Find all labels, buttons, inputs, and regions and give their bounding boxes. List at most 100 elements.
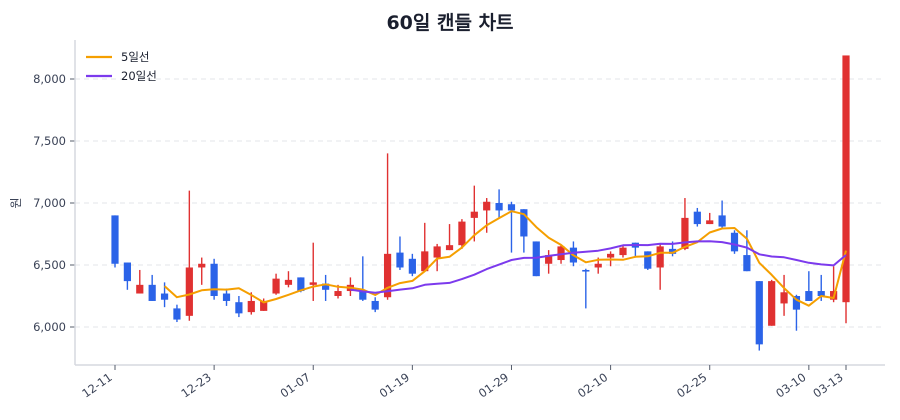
candle-body — [594, 263, 602, 268]
candle-up — [768, 279, 776, 326]
candle-down — [222, 288, 231, 306]
candle-body — [656, 246, 664, 268]
x-tick-label: 03-13 — [810, 370, 845, 401]
candle-down — [396, 236, 404, 270]
candle-down — [160, 282, 169, 308]
candle-up — [383, 153, 392, 300]
candle-body — [160, 293, 169, 300]
candle-body — [148, 284, 156, 301]
candle-body — [111, 215, 119, 264]
candle-down — [495, 189, 503, 218]
candle-body — [792, 296, 801, 310]
candle-up — [433, 243, 441, 272]
candle-up — [198, 257, 206, 285]
candle-body — [185, 267, 193, 316]
legend: 5일선 20일선 — [86, 50, 157, 83]
candle-body — [235, 302, 243, 314]
candle-up — [309, 242, 317, 301]
candle-down — [111, 215, 119, 268]
candle-down — [148, 274, 156, 301]
y-tick-label: 6,500 — [33, 258, 66, 272]
chart-title: 60일 캔들 차트 — [386, 12, 514, 34]
candle-body — [718, 215, 726, 227]
candle-body — [817, 291, 825, 296]
candle-up — [470, 185, 478, 242]
candle-body — [495, 203, 503, 211]
candle-down — [173, 304, 181, 323]
candle-up — [260, 298, 268, 311]
candle-body — [805, 291, 813, 301]
x-tick-label: 01-07 — [278, 370, 313, 401]
candle-down — [582, 268, 590, 309]
candle-body — [730, 232, 739, 252]
candle-body — [260, 300, 268, 311]
candle-body — [532, 241, 540, 277]
candle-body — [408, 258, 416, 274]
candle-body — [470, 211, 478, 218]
candle-body — [334, 291, 342, 296]
candle-up — [284, 271, 293, 288]
candle-up — [136, 269, 144, 294]
candle-up — [842, 55, 850, 324]
candle-body — [371, 300, 379, 310]
candle-up — [445, 224, 454, 251]
candle-body — [198, 263, 206, 268]
candle-down — [730, 230, 739, 254]
candle-body — [136, 284, 144, 294]
candle-body — [644, 251, 652, 269]
ma5-line — [163, 210, 847, 307]
candle-up — [272, 273, 280, 295]
legend-label: 5일선 — [121, 50, 149, 64]
y-tick-label: 6,000 — [33, 320, 66, 334]
candle-body — [247, 300, 255, 313]
legend-label: 20일선 — [121, 69, 157, 83]
candle-down — [235, 296, 243, 318]
candle-body — [582, 269, 590, 272]
candle-up — [619, 245, 627, 258]
candle-body — [297, 277, 305, 292]
moving-averages — [163, 210, 847, 307]
candle-down — [359, 256, 367, 301]
candle-body — [693, 211, 701, 225]
y-tick-label: 8,000 — [33, 72, 66, 86]
candle-body — [507, 204, 516, 211]
candle-body — [706, 220, 714, 225]
x-tick-label: 12-11 — [79, 370, 114, 401]
candle-down — [743, 230, 751, 272]
candle-body — [607, 253, 615, 258]
candle-body — [483, 201, 491, 211]
x-tick-label: 03-10 — [773, 370, 808, 401]
candle-body — [309, 282, 317, 285]
candle-up — [185, 190, 193, 321]
candle-body — [284, 279, 293, 285]
x-tick-label: 01-29 — [476, 370, 511, 401]
axes: 6,000 6,500 7,000 7,500 8,000 원 12-11 12-23 01-0… — [9, 40, 885, 401]
candle-down — [123, 262, 131, 290]
candle-body — [743, 255, 751, 272]
candle-down — [520, 209, 528, 253]
x-tick-label: 12-23 — [178, 370, 213, 401]
candle-down — [408, 253, 416, 277]
y-tick-label: 7,500 — [33, 134, 66, 148]
candle-up — [545, 250, 553, 274]
y-tick-label: 7,000 — [33, 196, 66, 210]
candle-up — [421, 222, 429, 272]
candle-down — [755, 281, 763, 351]
candle-down — [693, 207, 701, 227]
candle-body — [222, 293, 231, 301]
candle-body — [842, 55, 850, 303]
candle-body — [322, 283, 330, 290]
candle-body — [681, 217, 689, 249]
candle-body — [458, 221, 466, 246]
candle-body — [520, 209, 528, 237]
candle-body — [359, 291, 367, 300]
candle-body — [445, 245, 454, 251]
candle-up — [656, 243, 664, 290]
candle-down — [718, 200, 726, 230]
candle-body — [421, 251, 429, 272]
y-axis-label: 원 — [9, 197, 23, 208]
candle-body — [123, 262, 131, 282]
candle-up — [780, 274, 788, 316]
